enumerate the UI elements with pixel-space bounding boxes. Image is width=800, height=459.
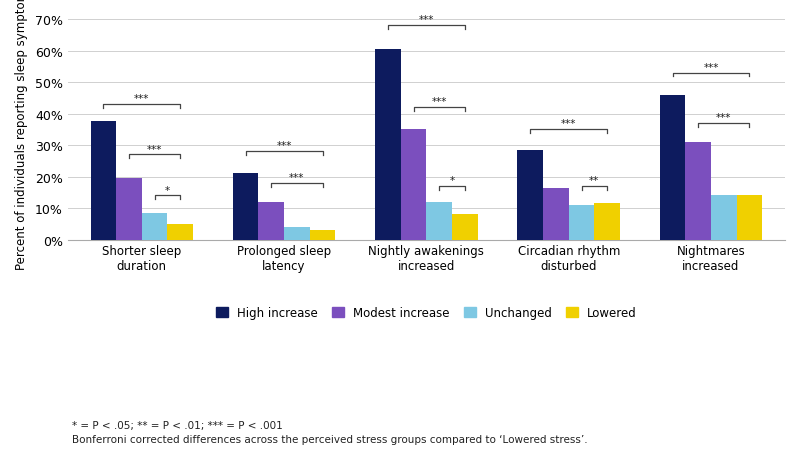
Text: ***: *** [716, 113, 731, 123]
Legend: High increase, Modest increase, Unchanged, Lowered: High increase, Modest increase, Unchange… [211, 302, 642, 324]
Bar [375, 50, 401, 240]
Bar [116, 179, 142, 240]
Text: ***: *** [134, 94, 150, 104]
Bar [711, 196, 737, 240]
Bar [167, 224, 193, 240]
Text: ***: *** [277, 141, 292, 151]
Text: ***: *** [418, 15, 434, 25]
Bar [543, 188, 569, 240]
Bar [310, 230, 335, 240]
Text: *: * [165, 185, 170, 195]
Bar [426, 202, 452, 240]
Bar [569, 206, 594, 240]
Bar [452, 215, 478, 240]
Bar [518, 151, 543, 240]
Text: * = P < .05; ** = P < .01; *** = P < .001: * = P < .05; ** = P < .01; *** = P < .00… [72, 420, 282, 430]
Bar [142, 213, 167, 240]
Text: Bonferroni corrected differences across the perceived stress groups compared to : Bonferroni corrected differences across … [72, 434, 588, 444]
Y-axis label: Percent of individuals reporting sleep symptom: Percent of individuals reporting sleep s… [15, 0, 28, 270]
Bar [594, 204, 620, 240]
Text: ***: *** [561, 119, 576, 129]
Bar [233, 174, 258, 240]
Text: ***: *** [703, 62, 718, 73]
Text: **: ** [589, 176, 599, 185]
Text: ***: *** [147, 144, 162, 154]
Text: ***: *** [431, 97, 447, 107]
Text: *: * [450, 176, 454, 185]
Bar [258, 202, 284, 240]
Bar [284, 228, 310, 240]
Bar [90, 122, 116, 240]
Bar [737, 196, 762, 240]
Bar [686, 143, 711, 240]
Bar [660, 95, 686, 240]
Bar [401, 130, 426, 240]
Text: ***: *** [290, 173, 305, 183]
